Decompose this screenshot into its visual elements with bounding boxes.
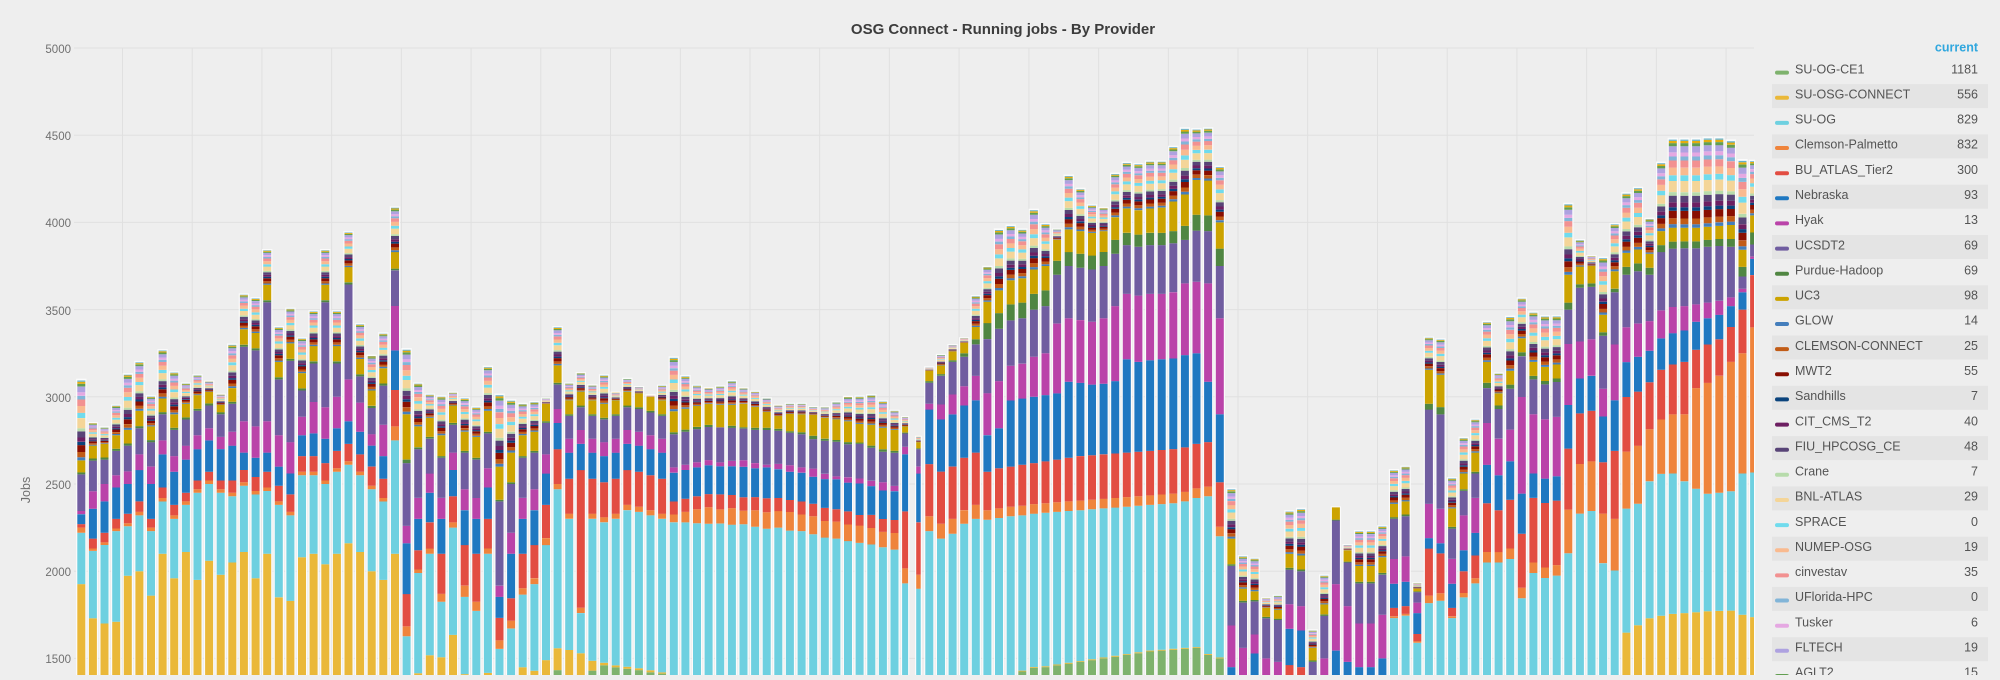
svg-text:19: 19 <box>1964 540 1978 554</box>
svg-text:5000: 5000 <box>45 44 71 56</box>
svg-text:69: 69 <box>1964 263 1978 277</box>
svg-text:40: 40 <box>1964 414 1978 428</box>
svg-text:Jobs: Jobs <box>19 477 33 503</box>
svg-text:2500: 2500 <box>45 480 71 492</box>
svg-text:FIU_HPCOSG_CE: FIU_HPCOSG_CE <box>1795 439 1901 453</box>
svg-text:25: 25 <box>1964 339 1978 353</box>
svg-text:SPRACE: SPRACE <box>1795 515 1846 529</box>
svg-text:48: 48 <box>1964 439 1978 453</box>
svg-text:29: 29 <box>1964 490 1978 504</box>
svg-text:GLOW: GLOW <box>1795 314 1833 328</box>
svg-text:0: 0 <box>1971 515 1978 529</box>
svg-text:Sandhills: Sandhills <box>1795 389 1846 403</box>
svg-text:35: 35 <box>1964 565 1978 579</box>
svg-text:2000: 2000 <box>45 567 71 579</box>
svg-text:3000: 3000 <box>45 393 71 405</box>
svg-text:4000: 4000 <box>45 218 71 230</box>
svg-text:OSG Connect - Running jobs - B: OSG Connect - Running jobs - By Provider <box>851 21 1155 38</box>
svg-text:UFlorida-HPC: UFlorida-HPC <box>1795 590 1873 604</box>
svg-text:4500: 4500 <box>45 131 71 143</box>
svg-text:300: 300 <box>1957 163 1978 177</box>
svg-text:Tusker: Tusker <box>1795 615 1833 629</box>
svg-text:55: 55 <box>1964 364 1978 378</box>
svg-text:SU-OG-CE1: SU-OG-CE1 <box>1795 62 1865 76</box>
svg-text:Nebraska: Nebraska <box>1795 188 1849 202</box>
svg-text:NUMEP-OSG: NUMEP-OSG <box>1795 540 1872 554</box>
svg-text:69: 69 <box>1964 238 1978 252</box>
svg-text:19: 19 <box>1964 641 1978 655</box>
svg-text:SU-OSG-CONNECT: SU-OSG-CONNECT <box>1795 87 1911 101</box>
svg-text:98: 98 <box>1964 289 1978 303</box>
svg-text:UCSDT2: UCSDT2 <box>1795 238 1845 252</box>
svg-text:93: 93 <box>1964 188 1978 202</box>
svg-text:AGLT2: AGLT2 <box>1795 666 1834 675</box>
svg-text:15: 15 <box>1964 666 1978 675</box>
svg-text:1500: 1500 <box>45 654 71 666</box>
svg-text:Purdue-Hadoop: Purdue-Hadoop <box>1795 263 1883 277</box>
svg-text:Hyak: Hyak <box>1795 213 1824 227</box>
svg-text:CLEMSON-CONNECT: CLEMSON-CONNECT <box>1795 339 1923 353</box>
svg-text:0: 0 <box>1971 590 1978 604</box>
svg-text:BU_ATLAS_Tier2: BU_ATLAS_Tier2 <box>1795 163 1893 177</box>
svg-text:Crane: Crane <box>1795 465 1829 479</box>
svg-text:cinvestav: cinvestav <box>1795 565 1848 579</box>
svg-text:13: 13 <box>1964 213 1978 227</box>
svg-text:7: 7 <box>1971 389 1978 403</box>
svg-text:UC3: UC3 <box>1795 289 1820 303</box>
svg-text:CIT_CMS_T2: CIT_CMS_T2 <box>1795 414 1871 428</box>
svg-text:MWT2: MWT2 <box>1795 364 1832 378</box>
svg-text:14: 14 <box>1964 314 1978 328</box>
svg-text:6: 6 <box>1971 615 1978 629</box>
svg-text:SU-OG: SU-OG <box>1795 113 1836 127</box>
svg-text:BNL-ATLAS: BNL-ATLAS <box>1795 490 1862 504</box>
svg-text:832: 832 <box>1957 138 1978 152</box>
svg-text:FLTECH: FLTECH <box>1795 641 1843 655</box>
svg-text:556: 556 <box>1957 87 1978 101</box>
svg-text:Clemson-Palmetto: Clemson-Palmetto <box>1795 138 1898 152</box>
svg-text:1181: 1181 <box>1951 62 1978 76</box>
svg-text:3500: 3500 <box>45 306 71 318</box>
svg-text:829: 829 <box>1957 113 1978 127</box>
svg-text:current: current <box>1935 41 1979 55</box>
svg-text:7: 7 <box>1971 465 1978 479</box>
